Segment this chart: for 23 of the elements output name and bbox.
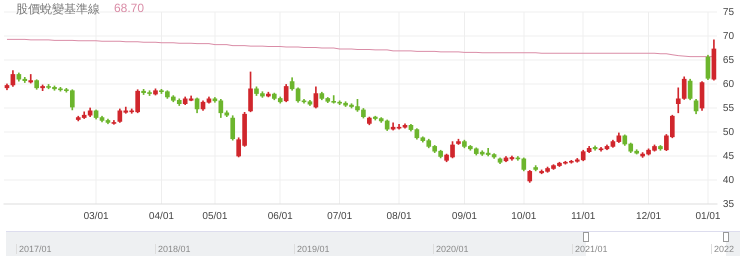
x-tick-label: 08/01 (386, 210, 412, 222)
y-tick-label: 40 (722, 174, 734, 186)
chart-subtitle: 68.70 (114, 1, 144, 17)
x-tick-label: 12/01 (636, 210, 662, 222)
x-tick-label: 07/01 (327, 210, 353, 222)
y-tick-label: 65 (722, 54, 734, 66)
y-tick-label: 35 (722, 198, 734, 210)
y-tick-label: 50 (722, 126, 734, 138)
x-tick-label: 10/01 (511, 210, 537, 222)
x-tick-label: 01/01 (695, 210, 721, 222)
x-tick-label: 03/01 (84, 210, 110, 222)
range-slider: 2017/01 2018/01 2019/01 2020/01 2021/01 2022 (6, 231, 740, 256)
chart-title: 股價蛻變基準線 (16, 1, 100, 18)
y-tick-label: 70 (722, 30, 734, 42)
y-tick-label: 75 (722, 6, 734, 18)
y-tick-label: 45 (722, 150, 734, 162)
x-tick-label: 09/01 (452, 210, 478, 222)
x-tick-label: 11/01 (571, 210, 596, 222)
x-tick-label: 05/01 (202, 210, 228, 222)
x-tick-label: 06/01 (268, 210, 294, 222)
x-tick-label: 04/01 (148, 210, 174, 222)
y-tick-label: 60 (722, 78, 734, 90)
y-tick-label: 55 (722, 102, 734, 114)
